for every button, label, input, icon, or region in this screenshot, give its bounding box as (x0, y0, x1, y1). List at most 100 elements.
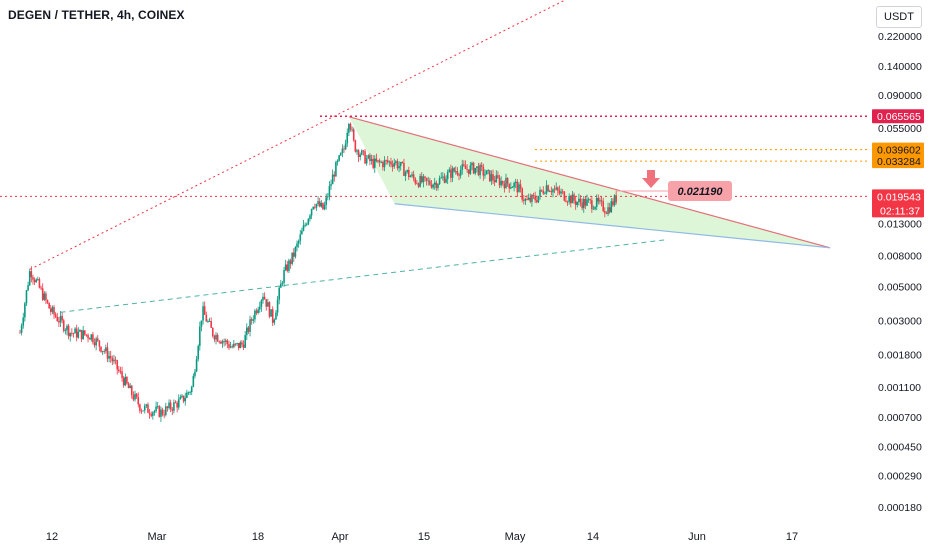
candle-body (30, 271, 33, 278)
candle-body (315, 203, 318, 208)
candle-body (37, 279, 39, 280)
candle-body (61, 315, 63, 321)
candle-body (367, 155, 370, 159)
candle-body (190, 386, 193, 393)
candle-body (314, 206, 316, 208)
candle-body (388, 161, 391, 163)
candle-body (296, 243, 298, 248)
candle-body (262, 296, 264, 301)
candle-body (503, 183, 506, 189)
candle-body (408, 170, 410, 178)
long-dotted-trendline (29, 0, 567, 270)
candle-body (595, 197, 598, 207)
candle-body (450, 169, 452, 178)
candle-body (187, 392, 190, 394)
x-tick-label: 14 (587, 531, 599, 543)
candle-body (179, 396, 182, 400)
y-tick-label: 0.013000 (878, 218, 922, 230)
candle-body (540, 189, 543, 191)
candle-body (534, 196, 536, 201)
candle-body (612, 201, 614, 206)
candle-body (416, 183, 418, 185)
candle-body (202, 306, 204, 321)
candle-body (333, 174, 336, 177)
candle-body (446, 172, 449, 179)
candle-body (487, 170, 489, 172)
price-tag-box (872, 109, 924, 124)
candle-body (498, 177, 501, 186)
candle-body (289, 260, 292, 264)
candle-body (156, 406, 159, 408)
candle-body (523, 199, 525, 201)
candle-body (224, 340, 227, 342)
candle-body (301, 230, 303, 235)
candle-body (351, 129, 353, 131)
candle-body (563, 191, 566, 201)
candle-body (513, 182, 515, 188)
candle-body (189, 392, 191, 393)
candle-body (294, 247, 297, 257)
candle-body (420, 176, 423, 183)
candle-body (241, 342, 243, 345)
candle-body (231, 346, 234, 348)
candle-body (169, 402, 172, 410)
y-tick-label: 0.000290 (878, 470, 922, 482)
price-tag-box (872, 142, 924, 157)
candle-body (192, 375, 195, 387)
candle-body (90, 334, 93, 340)
candle-body (349, 124, 352, 130)
candle-body (59, 315, 62, 323)
candle-body (472, 162, 475, 174)
candle-body (566, 201, 569, 203)
candle-body (477, 166, 480, 176)
currency-selector-button[interactable]: USDT (876, 6, 922, 28)
candle-body (548, 191, 551, 193)
candle-body (591, 200, 593, 210)
price-tag-label: 0.039602 (877, 145, 921, 157)
candle-body (20, 325, 23, 333)
candle-body (454, 171, 457, 172)
candle-body (153, 410, 156, 413)
candle-body (357, 150, 360, 157)
price-axis: 0.220000 0.140000 0.090000 0.055000 0.013000… (878, 31, 922, 514)
candle-body (425, 177, 428, 181)
candlestick-series (19, 122, 617, 422)
candle-body (168, 402, 170, 409)
y-tick-label: 0.000700 (878, 412, 922, 424)
candle-body (604, 210, 606, 213)
candle-body (322, 202, 324, 210)
candle-body (74, 328, 76, 334)
candle-body (260, 300, 263, 307)
candle-body (105, 347, 107, 352)
candle-body (401, 162, 404, 164)
candle-body (361, 150, 363, 155)
candle-body (79, 329, 81, 332)
candle-body (194, 371, 196, 376)
candle-body (87, 334, 89, 339)
candle-body (476, 166, 478, 168)
candle-body (142, 410, 144, 412)
candle-body (584, 198, 587, 206)
x-tick-label: 15 (418, 531, 430, 543)
candle-body (370, 158, 373, 162)
chart-title: DEGEN / TETHER, 4h, COINEX (8, 8, 185, 22)
candle-body (236, 342, 238, 344)
candle-body (228, 344, 230, 348)
candle-body (184, 397, 187, 402)
candle-body (148, 412, 151, 415)
candle-body (58, 321, 60, 323)
candle-body (132, 395, 135, 400)
candle-body (578, 198, 580, 203)
candle-body (369, 155, 371, 162)
candle-body (41, 288, 44, 300)
candle-body (464, 165, 467, 170)
candle-body (25, 290, 28, 304)
candle-body (121, 371, 123, 378)
candle-body (385, 160, 387, 162)
candle-body (471, 162, 473, 166)
candle-body (359, 154, 361, 157)
candle-body (399, 162, 402, 167)
candle-body (304, 224, 306, 226)
